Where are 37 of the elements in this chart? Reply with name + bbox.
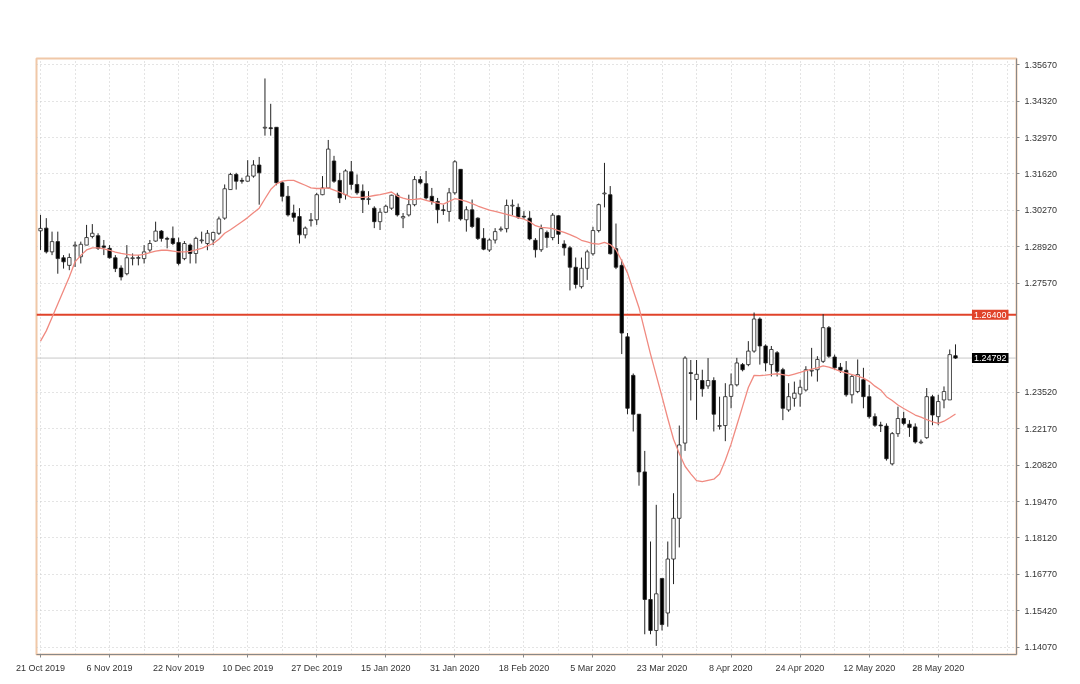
x-tick-label: 27 Dec 2019 bbox=[291, 662, 343, 673]
y-tick-label: 1.23520 bbox=[1024, 387, 1058, 398]
candlestick bbox=[602, 162, 607, 208]
candlestick bbox=[809, 347, 814, 377]
y-tick-label: 1.27570 bbox=[1024, 278, 1058, 289]
y-tick-label: 1.31620 bbox=[1024, 168, 1058, 179]
x-tick-label: 31 Jan 2020 bbox=[430, 662, 480, 673]
x-tick-label: 10 Dec 2019 bbox=[222, 662, 274, 673]
x-tick-label: 15 Jan 2020 bbox=[361, 662, 411, 673]
x-tick-label: 22 Nov 2019 bbox=[153, 662, 205, 673]
ref-line-label: 1.24792 bbox=[973, 353, 1007, 364]
y-tick-label: 1.15420 bbox=[1024, 605, 1058, 616]
x-tick-label: 12 May 2020 bbox=[843, 662, 896, 673]
candlestick bbox=[400, 212, 406, 229]
candlestick bbox=[694, 359, 699, 421]
y-tick-label: 1.28920 bbox=[1024, 241, 1058, 252]
line-series bbox=[39, 179, 957, 483]
y-tick-label: 1.16770 bbox=[1024, 569, 1058, 580]
y-tick-label: 1.32970 bbox=[1024, 132, 1058, 143]
y-tick-label: 1.22170 bbox=[1024, 423, 1058, 434]
x-tick-label: 18 Feb 2020 bbox=[498, 662, 550, 673]
y-tick-label: 1.18120 bbox=[1024, 533, 1058, 543]
x-tick-label: 24 Apr 2020 bbox=[775, 662, 825, 673]
x-tick-label: 28 May 2020 bbox=[912, 662, 965, 673]
x-tick-label: 5 Mar 2020 bbox=[570, 662, 616, 673]
y-tick-label: 1.34320 bbox=[1024, 96, 1058, 107]
candlestick bbox=[527, 210, 532, 241]
x-tick-label: 21 Oct 2019 bbox=[16, 662, 66, 673]
x-tick-label: 23 Mar 2020 bbox=[636, 662, 688, 673]
y-tick-label: 1.14070 bbox=[1024, 642, 1058, 653]
x-tick-label: 6 Nov 2019 bbox=[86, 662, 133, 673]
y-tick-label: 1.20820 bbox=[1024, 460, 1058, 471]
ref-line-label: 1.26400 bbox=[973, 309, 1007, 320]
y-tick-label: 1.30270 bbox=[1024, 205, 1058, 216]
y-tick-label: 1.35670 bbox=[1024, 59, 1058, 70]
y-tick-label: 1.19470 bbox=[1024, 496, 1058, 507]
x-tick-label: 8 Apr 2020 bbox=[709, 662, 753, 673]
